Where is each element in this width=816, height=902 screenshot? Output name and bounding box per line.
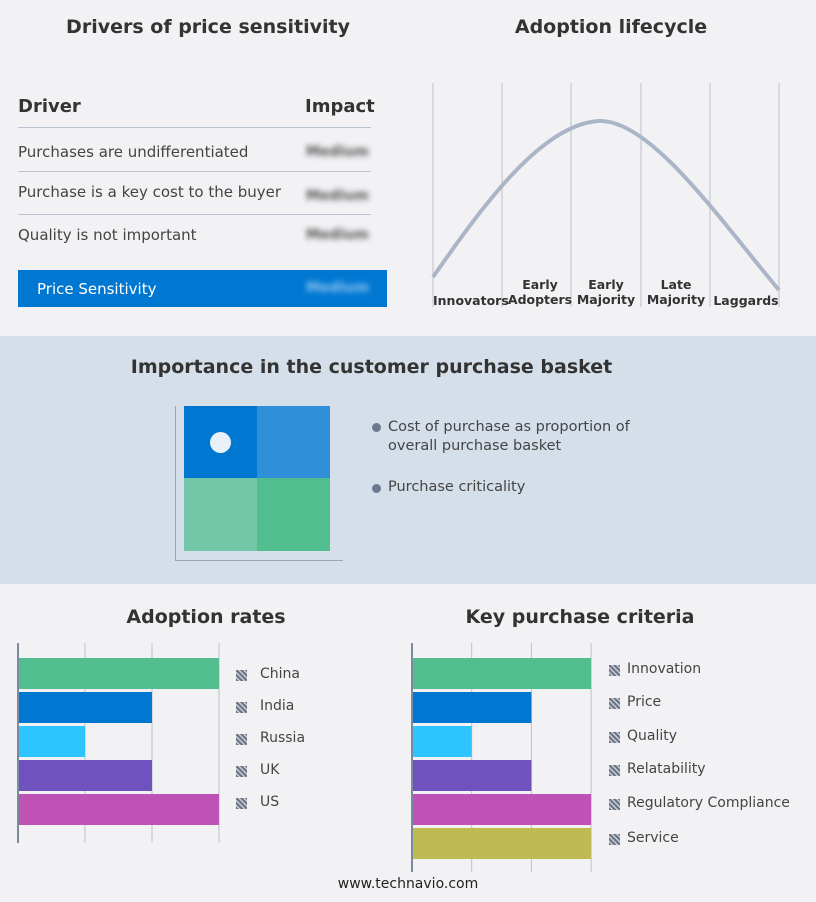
legend-swatch-icon xyxy=(236,734,247,745)
impact-header: Impact xyxy=(305,96,375,117)
legend-swatch-icon xyxy=(609,834,620,845)
stage-label: Laggards xyxy=(713,293,779,308)
legend-swatch-icon xyxy=(236,670,247,681)
divider xyxy=(18,171,371,172)
bar-innovation xyxy=(412,658,592,689)
basket-legend-item: Purchase criticality xyxy=(388,479,526,495)
bar-charts xyxy=(17,643,592,872)
legend-swatch-icon xyxy=(609,765,620,776)
price-sensitivity-summary: Price Sensitivity Medium xyxy=(18,270,387,307)
driver-row-label: Purchases are undifferentiated xyxy=(18,143,249,161)
legend-swatch-icon xyxy=(236,766,247,777)
legend-label: US xyxy=(260,794,280,810)
bar-russia xyxy=(18,726,85,757)
stage-label: Innovators xyxy=(433,293,509,308)
adoption-rates-title: Adoption rates xyxy=(126,606,286,628)
bar-quality xyxy=(412,726,472,757)
bar-service xyxy=(412,828,592,859)
stage-label: Early Majority xyxy=(576,277,636,307)
legend-label: Price xyxy=(627,694,662,710)
legend-label: Innovation xyxy=(627,661,702,677)
summary-impact: Medium xyxy=(306,280,369,296)
legend-swatch-icon xyxy=(236,798,247,809)
basket-section xyxy=(0,336,816,584)
lifecycle-title: Adoption lifecycle xyxy=(514,16,708,38)
legend-label: China xyxy=(260,666,300,682)
driver-row-impact: Medium xyxy=(306,227,369,243)
adoption-curve xyxy=(431,118,781,292)
bar-china xyxy=(18,658,219,689)
legend-label: India xyxy=(260,698,295,714)
legend-label: Regulatory Compliance xyxy=(627,795,790,811)
basket-title: Importance in the customer purchase bask… xyxy=(130,356,613,378)
bar-india xyxy=(18,692,152,723)
bullet-icon xyxy=(372,423,381,432)
legend-label: Quality xyxy=(627,728,678,744)
matrix-quadrant xyxy=(257,406,330,478)
matrix-quadrant xyxy=(184,478,257,551)
bullet-icon xyxy=(372,484,381,493)
basket-matrix-axes xyxy=(175,406,343,561)
stage-label: Early Adopters xyxy=(507,277,573,307)
legend-swatch-icon xyxy=(609,799,620,810)
legend-label: Service xyxy=(627,830,679,846)
legend-swatch-icon xyxy=(236,702,247,713)
bar-us xyxy=(18,794,219,825)
lifecycle-chart xyxy=(431,83,781,307)
driver-header: Driver xyxy=(18,96,81,117)
stage-label: Late Majority xyxy=(646,277,706,307)
basket-legend-item: Cost of purchase as proportion of overal… xyxy=(388,419,630,454)
legend-swatch-icon xyxy=(609,665,620,676)
driver-row-impact: Medium xyxy=(306,144,369,160)
position-marker xyxy=(210,432,231,453)
bar-regulatory-compliance xyxy=(412,794,592,825)
kpc-title: Key purchase criteria xyxy=(465,606,695,628)
drivers-title: Drivers of price sensitivity xyxy=(66,16,350,38)
driver-row-label: Quality is not important xyxy=(18,226,197,244)
legend-label: Russia xyxy=(260,730,306,746)
divider xyxy=(18,127,371,128)
legend-label: Relatability xyxy=(627,761,706,777)
legend-swatch-icon xyxy=(609,732,620,743)
driver-row-label: Purchase is a key cost to the buyer xyxy=(18,183,282,201)
bar-price xyxy=(412,692,532,723)
matrix-quadrant xyxy=(257,478,330,551)
driver-row-impact: Medium xyxy=(306,188,369,204)
bar-uk xyxy=(18,760,152,791)
divider xyxy=(18,214,371,215)
bar-relatability xyxy=(412,760,532,791)
footer-url: www.technavio.com xyxy=(337,876,479,892)
legend-swatch-icon xyxy=(609,698,620,709)
summary-label: Price Sensitivity xyxy=(37,280,157,298)
legend-label: UK xyxy=(260,762,280,778)
